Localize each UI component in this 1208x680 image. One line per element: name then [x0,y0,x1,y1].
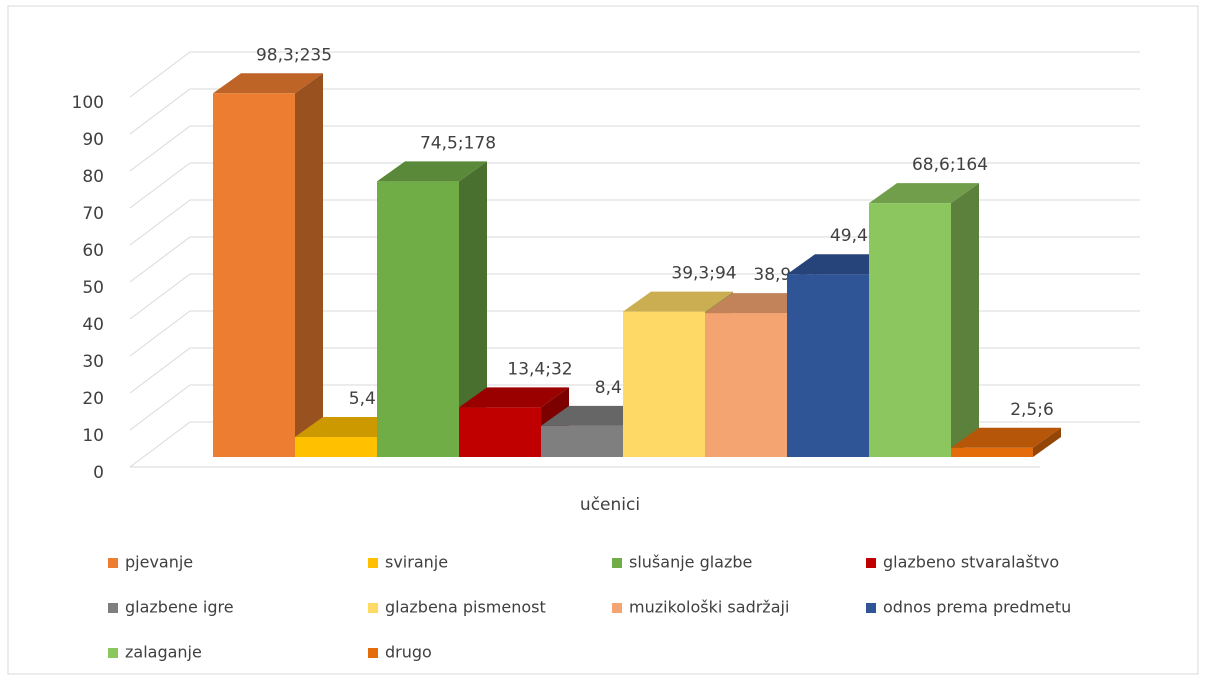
legend-swatch [612,603,622,613]
bar [705,313,787,457]
legend-swatch [368,648,378,658]
y-tick-label: 90 [82,130,104,150]
bar-top [377,161,487,182]
legend-label: drugo [385,643,432,662]
bar [869,203,951,457]
y-tick-label: 50 [82,278,104,298]
y-tick-label: 70 [82,204,104,224]
legend-swatch [866,558,876,568]
bar [787,274,869,457]
y-tick-label: 40 [82,315,104,335]
y-tick-label: 20 [82,389,104,409]
legend-label: pjevanje [125,553,193,572]
bar [377,181,459,457]
bar [541,425,623,457]
legend-swatch [108,648,118,658]
y-tick-label: 30 [82,352,104,372]
data-label: 68,6;164 [912,155,988,175]
legend-swatch [612,558,622,568]
data-label: 74,5;178 [420,133,496,153]
legend-swatch [108,603,118,613]
grid-line [129,162,1140,209]
y-tick-label: 60 [82,241,104,261]
legend-label: zalaganje [125,643,202,662]
y-tick-label: 80 [82,167,104,187]
bar-top [459,387,569,408]
bar [951,447,1033,457]
grid-line [129,199,1140,246]
bar [459,407,541,457]
legend-swatch [866,603,876,613]
legend-label: slušanje glazbe [629,553,752,572]
bar-side [951,183,979,457]
data-label: 98,3;235 [256,45,332,65]
grid-line [129,88,1140,135]
legend: pjevanje sviranje slušanje glazbe glazbeno … [108,553,1071,662]
legend-label: glazbena pismenost [385,598,546,617]
bar-top [623,291,733,312]
data-label: 2,5;6 [1010,400,1054,420]
legend-swatch [368,558,378,568]
bar-top [213,73,323,94]
bar [295,437,377,457]
y-tick-label: 100 [72,93,104,113]
legend-label: odnos prema predmetu [883,598,1071,617]
legend-label: muzikološki sadržaji [629,598,789,617]
bar-side [295,73,323,457]
bar-top [951,427,1061,448]
data-label: 13,4;32 [507,359,572,379]
bar [213,93,295,457]
legend-swatch [108,558,118,568]
bar-side [1033,427,1061,457]
bar-side [459,161,487,457]
grid-line [129,236,1140,283]
grid-line [129,51,1140,98]
grid-line [129,125,1140,172]
legend-label: sviranje [385,553,448,572]
bar [623,311,705,457]
data-label: 39,3;94 [671,264,736,284]
legend-label: glazbeno stvaralaštvo [883,553,1059,572]
legend-swatch [368,603,378,613]
bar-top [869,183,979,204]
chart-border [7,5,1199,675]
grid: 0 10 20 30 40 50 60 70 80 90 100 učenici [72,51,1140,515]
x-category-label: učenici [580,495,640,515]
bars: 98,3;2355,4;1374,5;17813,4;328,4;2039,3;… [213,45,1061,457]
y-tick-label: 10 [82,426,104,446]
y-tick-label: 0 [93,463,104,483]
legend-label: glazbene igre [125,598,234,617]
